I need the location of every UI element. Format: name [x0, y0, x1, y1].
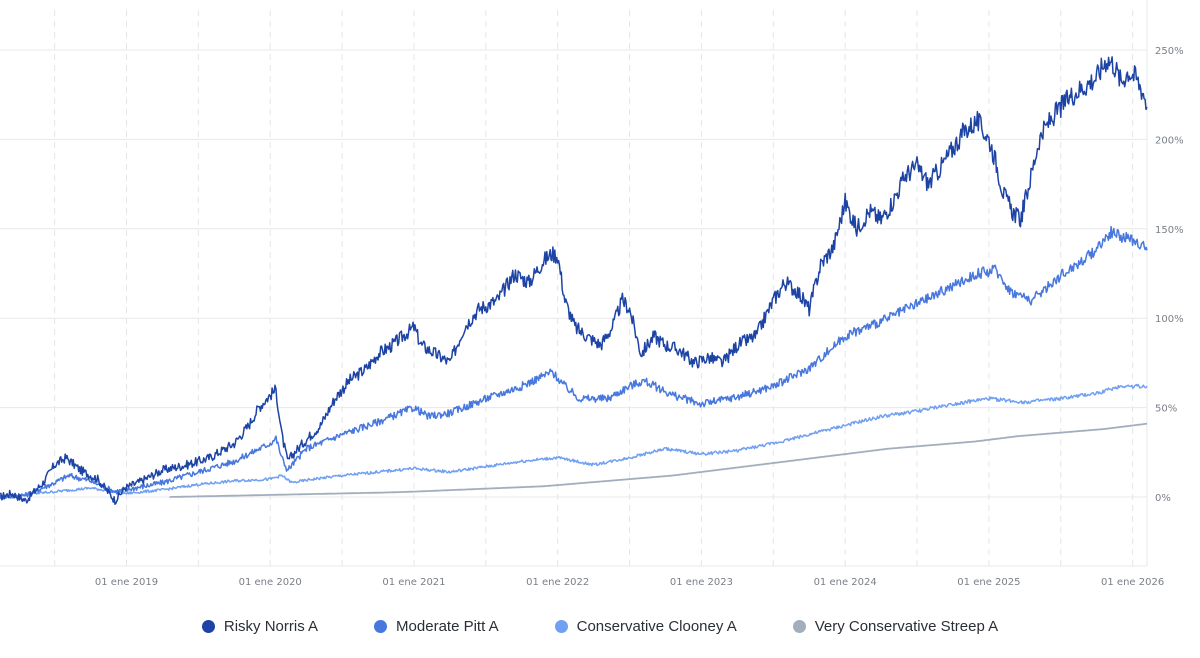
legend-item-risky-norris[interactable]: Risky Norris A [201, 617, 319, 635]
legend-item-moderate-pitt[interactable]: Moderate Pitt A [374, 618, 499, 635]
chart-legend: Risky Norris A Moderate Pitt A Conservat… [0, 606, 1200, 646]
x-tick-label: 01 ene 2023 [670, 577, 733, 588]
x-tick-label: 01 ene 2024 [814, 577, 877, 588]
x-tick-label: 01 ene 2026 [1101, 577, 1164, 588]
legend-label: Risky Norris A [223, 617, 319, 635]
y-tick-label: 200% [1155, 135, 1184, 146]
x-axis-ticks: 01 ene 2019 01 ene 2020 01 ene 2021 01 ene … [95, 577, 1164, 588]
legend-label: Conservative Clooney A [576, 617, 737, 635]
x-tick-label: 01 ene 2021 [382, 577, 445, 588]
series-line-moderate-pitt-a [0, 225, 1148, 500]
vertical-gridlines [54, 0, 1148, 566]
series-line-conservative-clooney-a [0, 383, 1148, 499]
legend-dot-icon [554, 619, 568, 633]
y-tick-label: 150% [1155, 225, 1184, 236]
y-tick-label: 50% [1155, 404, 1177, 415]
x-tick-label: 01 ene 2019 [95, 577, 158, 588]
legend-item-very-conservative-streep[interactable]: Very Conservative Streep A [792, 617, 999, 635]
y-tick-label: 0% [1155, 493, 1171, 504]
y-axis-ticks: 0% 50% 100% 150% 200% 250% [1155, 46, 1184, 504]
legend-dot-icon [792, 619, 806, 633]
series-layer [0, 56, 1148, 506]
x-tick-label: 01 ene 2020 [239, 577, 302, 588]
line-chart: 0%50%100%150%200%250% 01 ene 2019 01 ene … [0, 0, 1184, 588]
legend-item-conservative-clooney[interactable]: Conservative Clooney A [554, 617, 737, 635]
legend-label: Moderate Pitt A [396, 617, 499, 635]
chart-area: 0% 50% 100% 150% 200% 250% 01 ene 2019 01 ene … [0, 0, 1184, 588]
x-tick-label: 01 ene 2022 [526, 577, 589, 588]
legend-dot-icon [201, 619, 215, 633]
legend-label: Very Conservative Streep A [814, 617, 999, 635]
legend-dot-icon [374, 619, 388, 633]
series-line-risky-norris-a [0, 56, 1148, 506]
y-tick-label: 250% [1155, 46, 1184, 57]
x-tick-label: 01 ene 2025 [957, 577, 1020, 588]
series-line-very-conservative-streep-a [169, 422, 1148, 498]
horizontal-gridlines [0, 49, 1147, 498]
y-tick-label: 100% [1155, 314, 1184, 325]
